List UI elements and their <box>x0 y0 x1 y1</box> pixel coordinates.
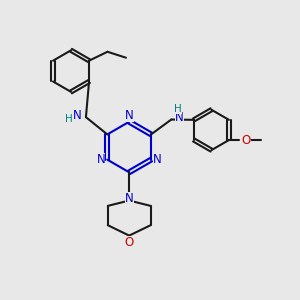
Text: H: H <box>65 114 73 124</box>
Text: N: N <box>125 192 134 205</box>
Text: H: H <box>174 104 182 114</box>
Text: N: N <box>73 110 82 122</box>
Text: N: N <box>175 111 184 124</box>
Text: N: N <box>153 153 162 166</box>
Text: N: N <box>125 109 134 122</box>
Text: O: O <box>124 236 134 249</box>
Text: O: O <box>241 134 250 146</box>
Text: N: N <box>96 153 105 166</box>
